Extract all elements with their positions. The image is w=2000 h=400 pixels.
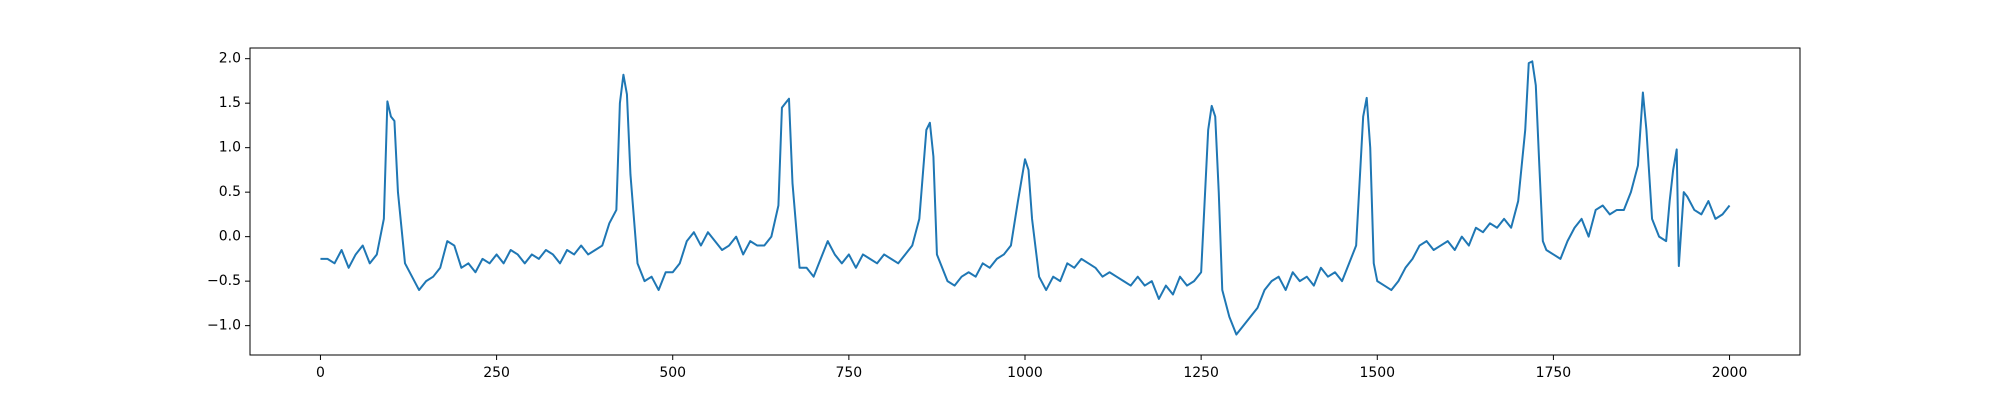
y-tick-label: 1.5 [219,95,241,111]
x-tick-label: 0 [316,365,325,381]
x-tick-label: 1000 [1007,365,1043,381]
y-tick-label: −0.5 [207,273,241,289]
x-tick-label: 750 [835,365,862,381]
y-tick-label: 0.5 [219,184,241,200]
x-tick-label: 500 [659,365,686,381]
plot-frame [249,47,1801,356]
x-tick-label: 2000 [1712,365,1748,381]
y-tick-label: 1.0 [219,140,241,156]
x-tick-label: 250 [483,365,510,381]
y-tick-label: −1.0 [207,318,241,334]
data-line [320,60,1731,336]
x-tick-label: 1500 [1359,365,1395,381]
y-tick-label: 0.0 [219,229,241,245]
x-tick-label: 1250 [1183,365,1219,381]
y-tick-label: 2.0 [219,51,241,67]
x-tick-label: 1750 [1536,365,1572,381]
